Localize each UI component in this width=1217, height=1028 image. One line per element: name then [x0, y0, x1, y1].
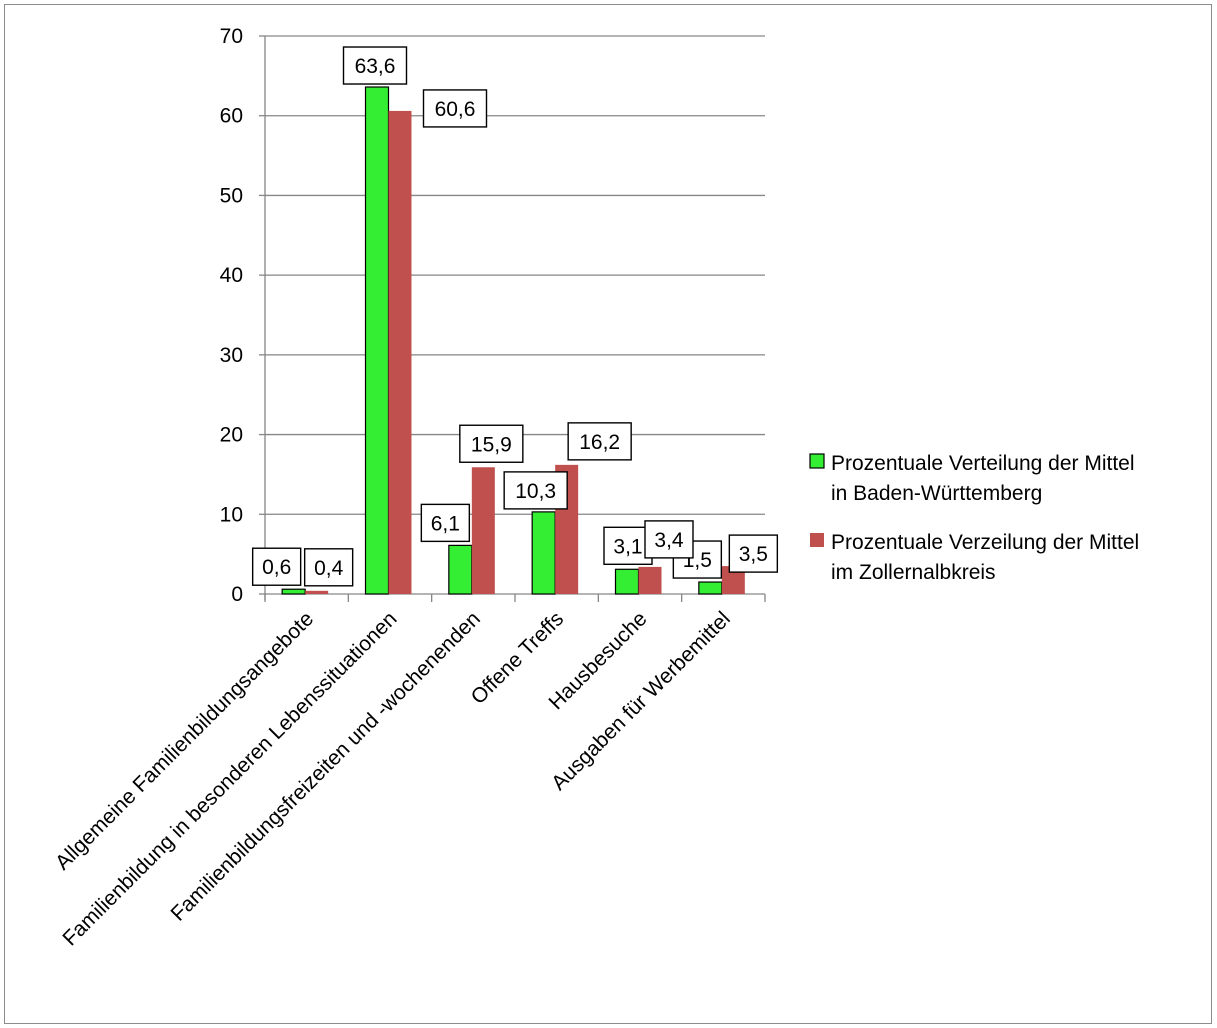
data-label-box-s2-1	[303, 548, 354, 587]
bar-s1-6	[698, 581, 723, 595]
data-label-box-s2-6	[728, 534, 779, 573]
category-label-6: Ausgaben für Werbemittel	[547, 607, 735, 795]
y-tick-label-20: 20	[220, 424, 243, 447]
y-tick-label-70: 70	[220, 25, 243, 48]
y-tick-label-60: 60	[220, 105, 243, 128]
data-label-s1-5: 3,1	[613, 535, 642, 558]
y-tick-label-40: 40	[220, 264, 243, 287]
legend-label-1-line-2: in Baden-Württemberg	[831, 482, 1042, 505]
y-tick-label-0: 0	[231, 583, 243, 606]
data-label-s1-1: 0,6	[262, 556, 291, 579]
bar-s1-4	[531, 511, 556, 595]
bar-s1-1	[281, 588, 306, 595]
bar-s2-3	[471, 467, 495, 594]
data-label-s1-4: 10,3	[515, 480, 556, 503]
data-label-box-s1-4	[503, 471, 568, 510]
data-label-box-s1-2	[342, 46, 408, 85]
data-label-s2-3: 15,9	[471, 433, 512, 456]
bar-s1-3	[448, 544, 473, 595]
data-label-s2-4: 16,2	[579, 431, 620, 454]
legend-label-1-line-1: Prozentuale Verteilung der Mittel	[831, 452, 1135, 475]
data-label-box-s1-3	[420, 503, 471, 543]
data-label-box-s2-5	[644, 520, 694, 559]
y-tick-label-30: 30	[220, 344, 243, 367]
data-label-box-s2-3	[459, 424, 524, 463]
data-label-s2-6: 3,5	[739, 543, 768, 566]
bar-s2-1	[305, 590, 329, 594]
bar-s2-6	[721, 566, 745, 594]
legend-swatch-2	[810, 533, 824, 547]
data-label-box-s1-1	[251, 547, 302, 586]
legend-swatch-1	[809, 453, 825, 469]
data-label-box-s2-4	[567, 422, 632, 461]
data-label-s2-1: 0,4	[314, 557, 344, 580]
legend-label-2-line-2: im Zollernalbkreis	[831, 561, 996, 584]
y-tick-label-50: 50	[220, 184, 243, 207]
bar-s2-5	[638, 566, 662, 594]
category-label-2: Familienbildung in besonderen Lebenssitu…	[58, 607, 401, 950]
bar-s1-2	[364, 86, 390, 595]
y-tick-label-10: 10	[220, 503, 243, 526]
data-label-box-s1-5	[603, 526, 653, 565]
data-label-box-s2-2	[422, 89, 488, 128]
data-label-s2-5: 3,4	[654, 529, 684, 552]
bar-s1-5	[614, 568, 640, 595]
data-label-s1-2: 63,6	[355, 55, 396, 78]
bar-s2-2	[388, 110, 412, 594]
data-label-s2-2: 60,6	[435, 98, 476, 121]
category-label-3: Familienbildungsfreizeiten und -wochenen…	[166, 607, 484, 925]
legend-label-2-line-1: Prozentuale Verzeilung der Mittel	[831, 531, 1139, 554]
data-label-s1-3: 6,1	[431, 512, 460, 535]
